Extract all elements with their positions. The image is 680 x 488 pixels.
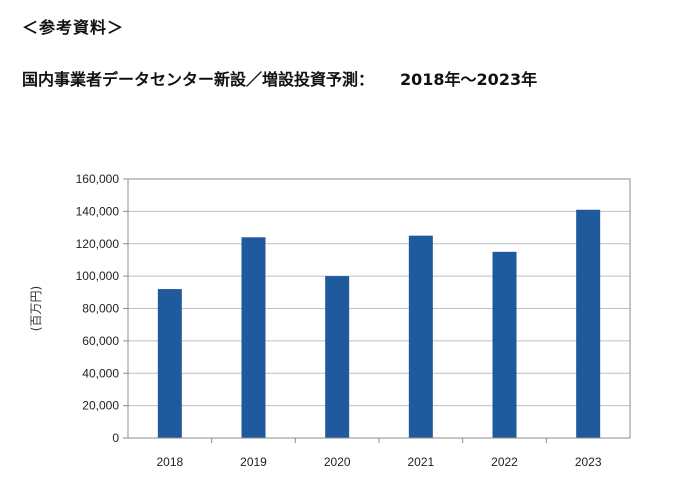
chart-title: 国内事業者データセンター新設／増設投資予測： 2018年～2023年: [22, 66, 662, 90]
x-tick-label: 2022: [491, 455, 518, 469]
x-tick-label: 2018: [156, 455, 183, 469]
bar-2018: [157, 289, 182, 438]
y-tick-label: 120,000: [76, 237, 120, 251]
y-tick-label: 140,000: [76, 204, 120, 218]
x-tick-label: 2021: [407, 455, 434, 469]
bar-2022: [492, 251, 517, 438]
x-tick-label: 2020: [324, 455, 351, 469]
bar-2019: [241, 237, 266, 438]
chart-title-main: 国内事業者データセンター新設／増設投資予測：: [22, 70, 375, 89]
chart-title-range: 2018年～2023年: [400, 70, 538, 89]
bars: [157, 209, 601, 438]
gridlines: [128, 178, 630, 407]
y-tick-label: 0: [112, 431, 119, 445]
bar-2023: [576, 209, 601, 438]
reference-note: ＜参考資料＞: [22, 18, 125, 37]
tick-labels: 0 20,000 40,000 60,000 80,000 100,000 120,000 1…: [76, 172, 602, 469]
bar-2020: [325, 276, 350, 438]
y-axis-label: (百万円): [29, 286, 43, 331]
y-tick-label: 40,000: [82, 366, 119, 380]
axes: [123, 178, 631, 443]
x-tick-label: 2019: [240, 455, 267, 469]
y-tick-label: 60,000: [82, 334, 119, 348]
y-tick-label: 160,000: [76, 172, 120, 186]
x-tick-label: 2023: [575, 455, 602, 469]
y-tick-label: 100,000: [76, 269, 120, 283]
bar-2021: [408, 235, 433, 438]
y-tick-label: 80,000: [82, 302, 119, 316]
y-tick-label: 20,000: [82, 399, 119, 413]
